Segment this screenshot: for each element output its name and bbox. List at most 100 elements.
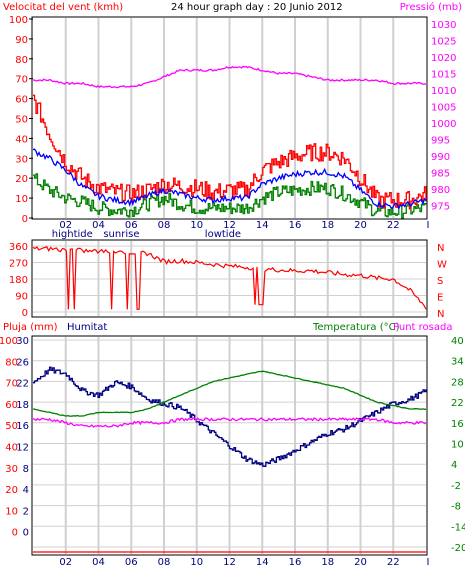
pressure-axis-tick: 1030 bbox=[431, 20, 456, 31]
wind-title: Velocitat del vent (kmh) bbox=[3, 2, 123, 13]
x-tick-label: 08 bbox=[158, 557, 171, 566]
rain-axis-tick: 50 bbox=[5, 421, 18, 432]
wind-axis-tick: 80 bbox=[15, 55, 28, 66]
wind-lull-line bbox=[33, 173, 427, 219]
wind-axis-tick: 70 bbox=[15, 75, 28, 86]
temperature-axis-tick: 16 bbox=[451, 419, 464, 430]
direction-axis-tick: 360 bbox=[9, 242, 28, 253]
pressure-axis-tick: 1025 bbox=[431, 37, 456, 48]
temperature-axis-tick: 28 bbox=[451, 377, 464, 388]
x-tick-label: 18 bbox=[321, 557, 334, 566]
compass-label: W bbox=[437, 260, 447, 271]
pressure-line bbox=[32, 65, 427, 89]
rain-label: Pluja (mm) bbox=[3, 322, 58, 333]
direction-axis-tick: 0 bbox=[22, 308, 28, 319]
temperature-axis-tick: 34 bbox=[451, 357, 464, 368]
pressure-axis-tick: 1005 bbox=[431, 103, 456, 114]
pressure-axis-tick: 985 bbox=[431, 169, 450, 180]
humidity-line bbox=[33, 366, 427, 467]
wind-axis-tick: 0 bbox=[22, 214, 28, 225]
wind-axis-tick: 100 bbox=[9, 15, 28, 26]
humidity-axis-tick: 26 bbox=[16, 357, 29, 368]
x-tick-label: I bbox=[427, 220, 430, 231]
x-tick-label: 22 bbox=[387, 557, 400, 566]
compass-label: N bbox=[437, 309, 444, 320]
pressure-axis-tick: 1010 bbox=[431, 86, 456, 97]
temperature-axis-tick: -14 bbox=[451, 522, 465, 533]
x-tick-label: 04 bbox=[92, 557, 105, 566]
wind-axis-tick: 60 bbox=[15, 95, 28, 106]
wind-axis-tick: 50 bbox=[15, 115, 28, 126]
x-tick-label: 20 bbox=[354, 557, 367, 566]
x-tick-label: 14 bbox=[256, 220, 269, 231]
x-tick-label: 12 bbox=[223, 220, 236, 231]
temperature-axis-tick: 10 bbox=[451, 440, 464, 451]
x-tick-label: 08 bbox=[158, 220, 171, 231]
temperature-axis-tick: 22 bbox=[451, 398, 464, 409]
pressure-axis-tick: 990 bbox=[431, 152, 450, 163]
wind-gust-line bbox=[33, 94, 427, 210]
rain-axis-tick: 100 bbox=[0, 336, 18, 347]
event-label-lowtide: lowtide bbox=[205, 229, 241, 240]
wind-axis-tick: 90 bbox=[15, 35, 28, 46]
wind-average-line bbox=[32, 148, 427, 211]
compass-label: E bbox=[437, 293, 443, 304]
dewpoint-label: Punt rosada bbox=[393, 322, 452, 333]
wind-axis-tick: 30 bbox=[15, 154, 28, 165]
pressure-axis-tick: 1020 bbox=[431, 53, 456, 64]
humidity-axis-tick: 2 bbox=[23, 506, 29, 517]
pressure-axis-tick: 995 bbox=[431, 136, 450, 147]
temperature-axis-tick: -8 bbox=[451, 502, 461, 513]
rain-axis-tick: 40 bbox=[5, 443, 18, 454]
event-label-hightide: hightide bbox=[52, 229, 93, 240]
compass-label: N bbox=[437, 243, 444, 254]
temperature-label: Temperatura (°C) bbox=[312, 322, 400, 333]
pressure-axis-tick: 980 bbox=[431, 185, 450, 196]
rain-axis-tick: 80 bbox=[5, 357, 18, 368]
humidity-axis-tick: 22 bbox=[16, 379, 29, 390]
direction-axis-tick: 180 bbox=[9, 275, 28, 286]
x-tick-label: 20 bbox=[354, 220, 367, 231]
pressure-axis-tick: 1015 bbox=[431, 70, 456, 81]
wind-axis-tick: 40 bbox=[15, 134, 28, 145]
x-tick-label: 22 bbox=[387, 220, 400, 231]
humidity-axis-tick: 16 bbox=[16, 421, 29, 432]
x-tick-label: 16 bbox=[289, 557, 302, 566]
compass-label: S bbox=[437, 276, 443, 287]
x-tick-label: 14 bbox=[256, 557, 269, 566]
wind-axis-tick: 20 bbox=[15, 174, 28, 185]
x-tick-label: 10 bbox=[190, 220, 203, 231]
temperature-line bbox=[32, 370, 427, 417]
rain-axis-tick: 10 bbox=[5, 506, 18, 517]
wind-axis-tick: 10 bbox=[15, 194, 28, 205]
event-label-sunrise: sunrise bbox=[103, 229, 139, 240]
x-tick-label: 04 bbox=[92, 220, 105, 231]
pressure-axis-tick: 1000 bbox=[431, 119, 456, 130]
humidity-axis-tick: 12 bbox=[16, 443, 29, 454]
x-tick-label: 16 bbox=[289, 220, 302, 231]
temperature-axis-tick: -20 bbox=[451, 543, 465, 554]
temperature-axis-tick: 4 bbox=[451, 460, 457, 471]
dewpoint-line bbox=[32, 417, 427, 428]
weather-panel-frame bbox=[31, 335, 428, 556]
rain-axis-tick: 70 bbox=[5, 379, 18, 390]
direction-axis-tick: 90 bbox=[15, 292, 28, 303]
rain-axis-tick: 60 bbox=[5, 400, 18, 411]
x-tick-label: 06 bbox=[125, 557, 138, 566]
x-tick-label: 02 bbox=[59, 557, 72, 566]
humidity-axis-tick: 18 bbox=[16, 400, 29, 411]
pressure-axis-tick: 975 bbox=[431, 202, 450, 213]
x-tick-label: 06 bbox=[125, 220, 138, 231]
graph-title: 24 hour graph day : 20 Junio 2012 bbox=[171, 2, 343, 13]
humidity-label: Humitat bbox=[67, 322, 107, 333]
humidity-axis-tick: 8 bbox=[23, 464, 29, 475]
temperature-axis-tick: -2 bbox=[451, 481, 461, 492]
humidity-axis-tick: 30 bbox=[16, 336, 29, 347]
direction-axis-tick: 270 bbox=[9, 259, 28, 270]
x-tick-label: I bbox=[427, 557, 430, 566]
rain-axis-tick: 20 bbox=[5, 485, 18, 496]
direction-panel-frame bbox=[31, 239, 428, 318]
x-tick-label: 12 bbox=[223, 557, 236, 566]
